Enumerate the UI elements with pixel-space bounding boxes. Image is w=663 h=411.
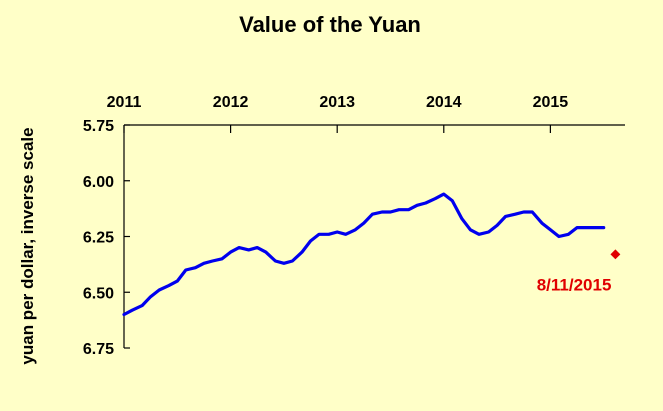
y-axis-label: yuan per dollar, inverse scale — [18, 127, 37, 364]
x-tick-label: 2014 — [426, 94, 462, 111]
y-tick-label: 5.75 — [83, 118, 114, 135]
annotation-point — [610, 249, 621, 260]
y-tick-label: 6.00 — [83, 174, 114, 191]
y-tick-label: 6.25 — [83, 230, 114, 247]
annotation-label: 8/11/2015 — [537, 275, 612, 294]
x-tick-label: 2015 — [533, 94, 569, 111]
x-tick-label: 2011 — [107, 94, 142, 111]
x-tick-label: 2013 — [319, 94, 355, 111]
y-tick-label: 6.75 — [83, 341, 114, 358]
axes: 5.75 6.00 6.25 6.50 6.75 2011 2012 2013 2014 2015 — [83, 94, 625, 358]
plot-area: 8/11/2015 — [122, 192, 621, 317]
y-tick-label: 6.50 — [83, 285, 114, 302]
x-tick-label: 2012 — [213, 94, 249, 111]
chart-title: Value of the Yuan — [239, 12, 421, 37]
yuan-series-line — [122, 192, 606, 317]
